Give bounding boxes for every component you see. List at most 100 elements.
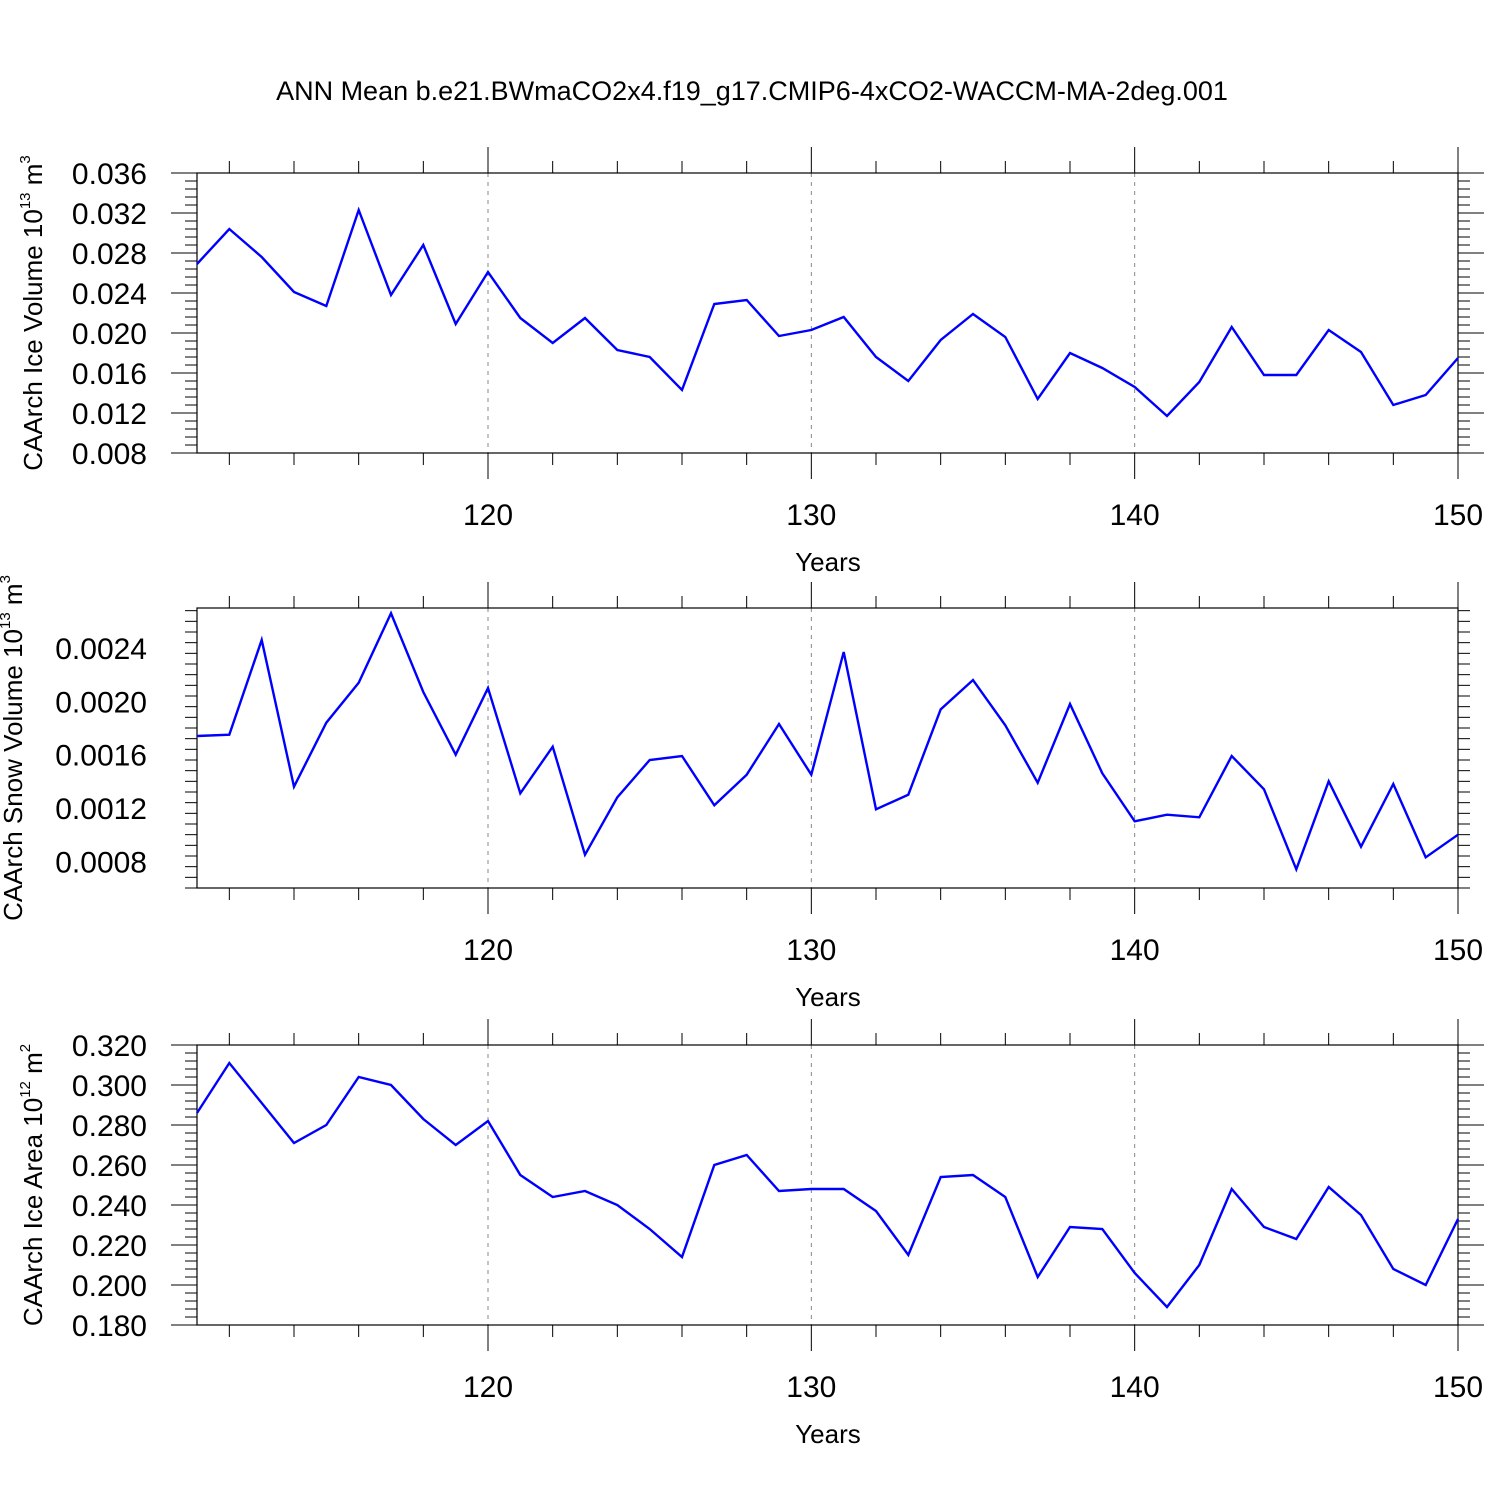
data-point [518, 791, 522, 795]
data-point [518, 1173, 522, 1177]
data-point [745, 773, 749, 777]
y-axis-title-exponent: 13 [17, 192, 34, 209]
data-point [1327, 779, 1331, 783]
data-point [357, 1075, 361, 1079]
data-point [1391, 782, 1395, 786]
x-tick-label: 150 [1433, 499, 1483, 532]
data-point [1036, 781, 1040, 785]
data-point [615, 348, 619, 352]
plot-frame [196, 607, 1459, 889]
data-point [1359, 845, 1363, 849]
data-point [777, 1189, 781, 1193]
data-point [389, 611, 393, 615]
x-tick-label: 150 [1433, 934, 1483, 967]
x-tick-label: 130 [786, 499, 836, 532]
data-point [1068, 702, 1072, 706]
y-tick-label: 0.0008 [55, 846, 147, 879]
data-point [551, 1195, 555, 1199]
data-point [680, 388, 684, 392]
x-tick-label: 130 [786, 934, 836, 967]
data-point [745, 298, 749, 302]
data-point [583, 853, 587, 857]
y-axis-title-exponent: 12 [17, 1081, 34, 1098]
data-point [745, 1153, 749, 1157]
y-tick-label: 0.024 [72, 278, 147, 311]
data-point [1294, 867, 1298, 871]
x-tick-label: 120 [463, 1371, 513, 1404]
data-point [1197, 380, 1201, 384]
data-point [906, 379, 910, 383]
data-point [454, 753, 458, 757]
y-axis-title-unit-exponent: 2 [17, 1044, 34, 1052]
plot-frame [196, 1044, 1459, 1326]
data-point [906, 1253, 910, 1257]
y-axis-title: CAArch Ice Volume 1013 m3 [17, 155, 48, 471]
data-point [324, 721, 328, 725]
x-axis-title: Years [795, 982, 861, 1012]
plot-frame [196, 172, 1459, 454]
x-tick-label: 120 [463, 934, 513, 967]
data-point [324, 304, 328, 308]
data-point [1003, 1195, 1007, 1199]
y-tick-label: 0.180 [72, 1310, 147, 1343]
data-point [195, 734, 199, 738]
data-point [389, 1083, 393, 1087]
x-tick-label: 140 [1110, 934, 1160, 967]
y-tick-label: 0.0016 [55, 740, 147, 773]
data-point [260, 638, 264, 642]
data-point [874, 355, 878, 359]
data-point [712, 803, 716, 807]
data-point [680, 754, 684, 758]
data-point [1359, 1213, 1363, 1217]
data-point [842, 315, 846, 319]
y-axis-title-base: CAArch Ice Volume 10 [18, 209, 48, 471]
data-point [1100, 1227, 1104, 1231]
data-point [1068, 1225, 1072, 1229]
data-point [842, 1187, 846, 1191]
series-line [195, 1060, 1460, 1309]
panel-3: 120 130 140 150 Years 0.180 0.200 0.220 0.240 0.2… [17, 1019, 1484, 1449]
data-point [1133, 1271, 1137, 1275]
data-point [971, 1173, 975, 1177]
series-line [196, 206, 1459, 418]
x-tick-label: 140 [1110, 1371, 1160, 1404]
y-axis-title-unit: m [18, 164, 48, 193]
y-tick-label: 0.036 [72, 158, 147, 191]
data-point [292, 1141, 296, 1145]
data-point [680, 1255, 684, 1259]
data-point [1424, 1283, 1428, 1287]
y-tick-label: 0.240 [72, 1190, 147, 1223]
y-axis-title: CAArch Snow Volume 1013 m3 [0, 575, 28, 921]
y-tick-label: 0.320 [72, 1030, 147, 1063]
data-point [227, 733, 231, 737]
data-point [777, 722, 781, 726]
data-point [1456, 356, 1460, 360]
data-point [551, 341, 555, 345]
data-point [421, 1117, 425, 1121]
y-tick-label: 0.008 [72, 438, 147, 471]
data-point [1456, 1217, 1460, 1221]
data-point [809, 1187, 813, 1191]
data-point [1327, 1185, 1331, 1189]
data-point [1036, 397, 1040, 401]
y-axis-title: CAArch Ice Area 1012 m2 [17, 1044, 48, 1326]
data-point [583, 316, 587, 320]
data-point [1165, 1305, 1169, 1309]
data-point [874, 1209, 878, 1213]
figure-title: ANN Mean b.e21.BWmaCO2x4.f19_g17.CMIP6-4… [276, 76, 1228, 106]
data-point [486, 270, 490, 274]
data-point [1424, 393, 1428, 397]
data-point [1230, 754, 1234, 758]
y-axis-title-base: CAArch Ice Area 10 [18, 1098, 48, 1326]
data-point [292, 290, 296, 294]
data-point [1100, 771, 1104, 775]
data-point [939, 338, 943, 342]
data-point [1262, 1225, 1266, 1229]
data-point [1391, 1267, 1395, 1271]
data-point [939, 1175, 943, 1179]
data-point [195, 262, 199, 266]
y-axis-title-unit-exponent: 3 [17, 155, 34, 163]
data-point [648, 1227, 652, 1231]
data-point [809, 773, 813, 777]
